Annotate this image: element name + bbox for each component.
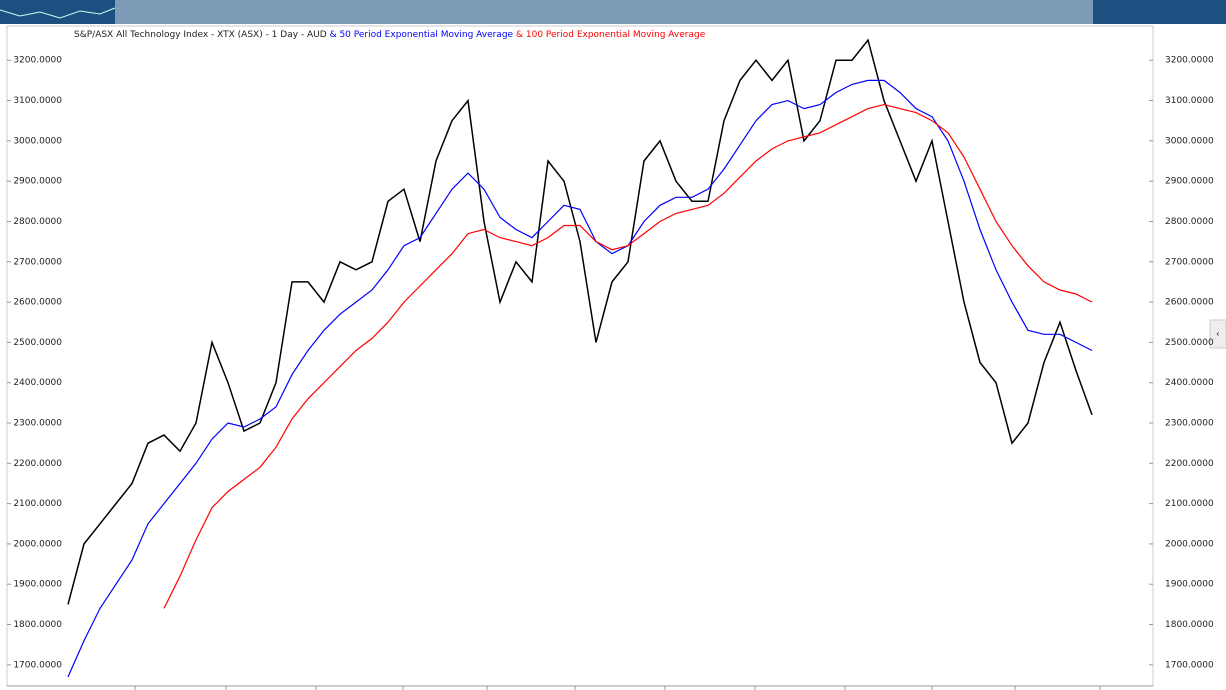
y-tick-label-right: 2900.0000 xyxy=(1165,177,1214,187)
y-tick-label: 2500.0000 xyxy=(13,338,62,348)
y-tick-label-right: 3000.0000 xyxy=(1165,136,1214,146)
navigator-window[interactable] xyxy=(115,0,1093,24)
legend-entry: & 50 Period Exponential Moving Average xyxy=(330,30,514,40)
moving-average-line xyxy=(67,79,1093,678)
y-tick-label: 2700.0000 xyxy=(13,257,62,267)
y-tick-label-right: 2300.0000 xyxy=(1165,419,1214,429)
y-tick-label: 2200.0000 xyxy=(13,459,62,469)
y-tick-label: 2300.0000 xyxy=(13,419,62,429)
y-tick-label: 2100.0000 xyxy=(13,499,62,509)
y-tick-label: 3100.0000 xyxy=(13,96,62,106)
y-tick-label: 3200.0000 xyxy=(13,56,62,66)
y-tick-label: 2400.0000 xyxy=(13,378,62,388)
y-tick-label-right: 2400.0000 xyxy=(1165,378,1214,388)
chart-title: S&P/ASX All Technology Index - XTX (ASX)… xyxy=(74,30,706,40)
y-tick-label-right: 2600.0000 xyxy=(1165,298,1214,308)
y-tick-label-right: 1800.0000 xyxy=(1165,620,1214,630)
side-tab[interactable] xyxy=(1209,319,1226,349)
plot-area xyxy=(6,25,1154,687)
moving-average-line xyxy=(163,103,1093,609)
y-tick-label: 2000.0000 xyxy=(13,539,62,549)
x-axis xyxy=(7,685,1153,690)
title-text: S&P/ASX All Technology Index - XTX (ASX)… xyxy=(74,30,327,40)
y-tick-label-right: 2000.0000 xyxy=(1165,539,1214,549)
y-tick-label-right: 2100.0000 xyxy=(1165,499,1214,509)
y-tick-label-right: 2500.0000 xyxy=(1165,338,1214,348)
y-tick-label-right: 1700.0000 xyxy=(1165,660,1214,670)
y-tick-label-right: 3100.0000 xyxy=(1165,96,1214,106)
navigator-line xyxy=(0,7,116,19)
y-tick-label: 1900.0000 xyxy=(13,580,62,590)
y-tick-label: 2600.0000 xyxy=(13,298,62,308)
y-tick-label: 1700.0000 xyxy=(13,660,62,670)
y-tick-label-right: 2700.0000 xyxy=(1165,257,1214,267)
y-tick-label-right: 2200.0000 xyxy=(1165,459,1214,469)
price-line xyxy=(67,38,1093,605)
y-tick-label-right: 3200.0000 xyxy=(1165,56,1214,66)
y-tick-label: 2900.0000 xyxy=(13,177,62,187)
y-tick-label: 3000.0000 xyxy=(13,136,62,146)
y-tick-label-right: 1900.0000 xyxy=(1165,580,1214,590)
side-tab-icon: ‹ xyxy=(1216,330,1220,340)
legend-entry: & 100 Period Exponential Moving Average xyxy=(516,30,706,40)
y-tick-label-right: 2800.0000 xyxy=(1165,217,1214,227)
y-tick-label: 1800.0000 xyxy=(13,620,62,630)
y-tick-label: 2800.0000 xyxy=(13,217,62,227)
